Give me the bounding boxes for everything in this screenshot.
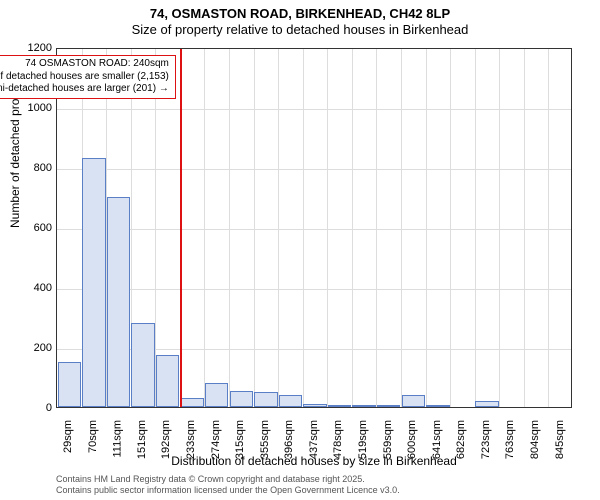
x-tick-label: 315sqm [234, 420, 246, 459]
x-tick-label: 70sqm [87, 420, 99, 453]
histogram-bar [475, 401, 498, 407]
x-tick-label: 641sqm [431, 420, 443, 459]
x-tick-label: 111sqm [111, 420, 123, 458]
chart-title-main: 74, OSMASTON ROAD, BIRKENHEAD, CH42 8LP [0, 6, 600, 21]
x-tick-label: 233sqm [185, 420, 197, 459]
histogram-bar [131, 323, 154, 407]
histogram-bar [279, 395, 302, 407]
x-tick-label: 559sqm [382, 420, 394, 459]
gridline-h [57, 229, 571, 230]
gridline-v [352, 49, 353, 407]
x-tick-label: 519sqm [357, 420, 369, 459]
x-tick-label: 355sqm [259, 420, 271, 459]
gridline-v [155, 49, 156, 407]
histogram-bar [377, 405, 400, 407]
histogram-bar [402, 395, 425, 407]
x-tick-label: 274sqm [210, 420, 222, 459]
histogram-bar [205, 383, 228, 407]
histogram-bar [156, 355, 179, 408]
y-tick-label: 800 [12, 162, 52, 174]
histogram-bar [303, 404, 326, 407]
chart-footer: Contains HM Land Registry data © Crown c… [56, 474, 400, 497]
x-tick-label: 437sqm [308, 420, 320, 459]
y-tick-label: 1000 [12, 102, 52, 114]
gridline-v [327, 49, 328, 407]
histogram-bar [352, 405, 375, 407]
y-tick-label: 200 [12, 342, 52, 354]
annotation-line: ← 91% of detached houses are smaller (2,… [0, 71, 169, 84]
x-tick-label: 478sqm [333, 420, 345, 459]
y-tick-label: 400 [12, 282, 52, 294]
gridline-v [229, 49, 230, 407]
x-tick-label: 396sqm [283, 420, 295, 459]
x-tick-label: 763sqm [505, 420, 517, 459]
histogram-bar [426, 405, 449, 407]
x-tick-label: 151sqm [136, 420, 148, 459]
gridline-h [57, 109, 571, 110]
histogram-bar [82, 158, 105, 407]
gridline-v [426, 49, 427, 407]
gridline-v [278, 49, 279, 407]
x-tick-label: 804sqm [529, 420, 541, 459]
y-tick-label: 0 [12, 402, 52, 414]
histogram-bar [328, 405, 351, 407]
y-tick-label: 1200 [12, 42, 52, 54]
gridline-v [254, 49, 255, 407]
gridline-v [376, 49, 377, 407]
gridline-h [57, 289, 571, 290]
gridline-v [499, 49, 500, 407]
x-tick-label: 845sqm [554, 420, 566, 459]
gridline-v [204, 49, 205, 407]
annotation-box: 74 OSMASTON ROAD: 240sqm← 91% of detache… [0, 55, 176, 99]
x-tick-label: 192sqm [161, 420, 173, 459]
marker-line [180, 49, 182, 407]
x-tick-label: 682sqm [455, 420, 467, 459]
histogram-bar [107, 197, 130, 407]
gridline-v [548, 49, 549, 407]
gridline-v [303, 49, 304, 407]
chart-plot-area: 74 OSMASTON ROAD: 240sqm← 91% of detache… [56, 48, 572, 408]
gridline-v [524, 49, 525, 407]
x-tick-label: 600sqm [406, 420, 418, 459]
histogram-bar [230, 391, 253, 408]
chart-title-sub: Size of property relative to detached ho… [0, 22, 600, 37]
gridline-v [401, 49, 402, 407]
y-tick-label: 600 [12, 222, 52, 234]
histogram-bar [254, 392, 277, 407]
annotation-line: 9% of semi-detached houses are larger (2… [0, 83, 169, 96]
histogram-bar [180, 398, 203, 407]
footer-line-1: Contains HM Land Registry data © Crown c… [56, 474, 400, 485]
x-tick-label: 723sqm [480, 420, 492, 459]
gridline-v [450, 49, 451, 407]
gridline-h [57, 169, 571, 170]
footer-line-2: Contains public sector information licen… [56, 485, 400, 496]
histogram-bar [58, 362, 81, 407]
x-tick-label: 29sqm [62, 420, 74, 453]
gridline-v [475, 49, 476, 407]
chart-title-block: 74, OSMASTON ROAD, BIRKENHEAD, CH42 8LP … [0, 0, 600, 37]
annotation-header: 74 OSMASTON ROAD: 240sqm [0, 58, 169, 71]
